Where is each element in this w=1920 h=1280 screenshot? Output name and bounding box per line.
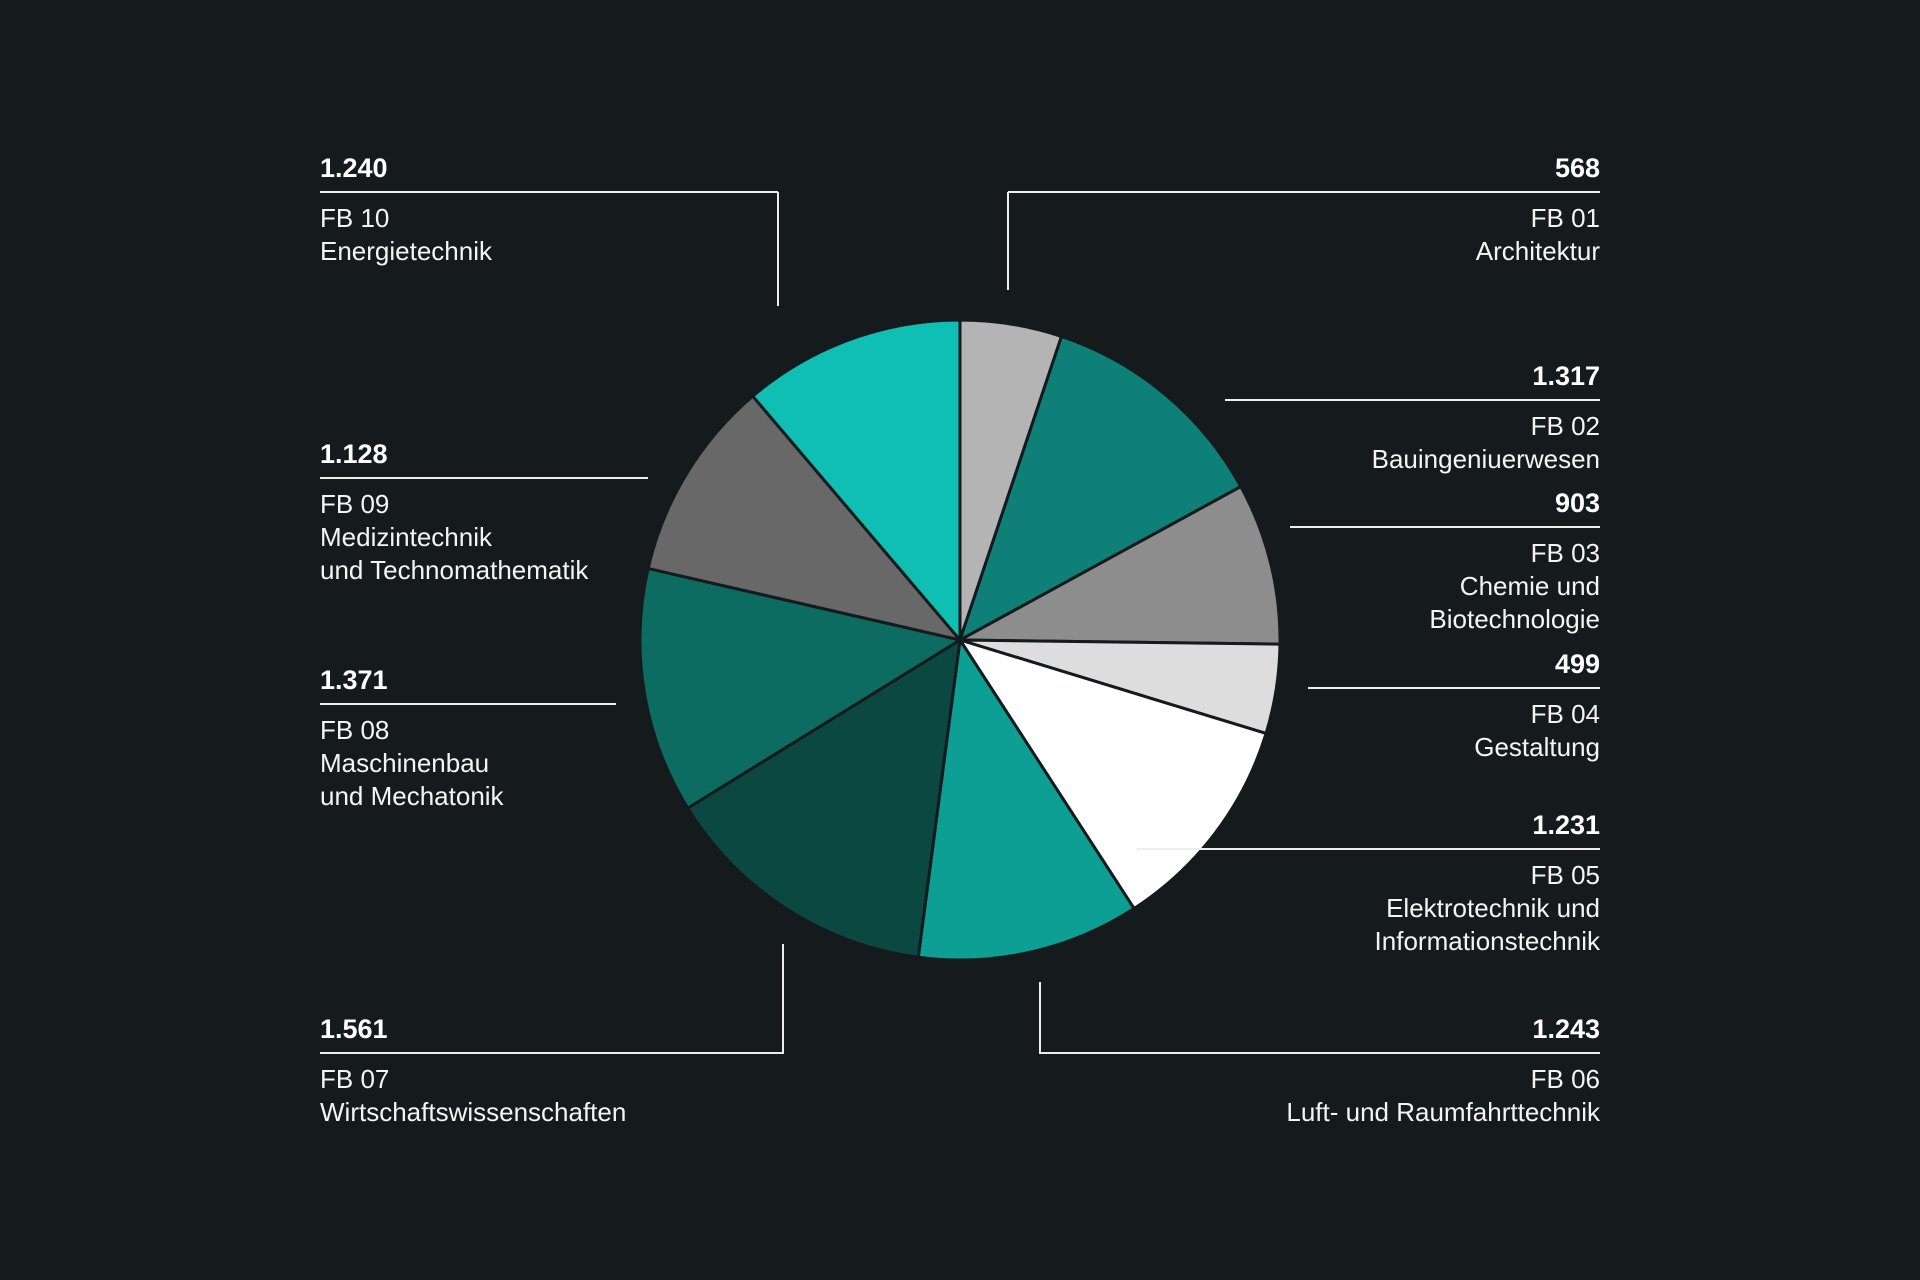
label-fb03-name: Chemie und [1459,571,1600,601]
label-fb06: 1.243 FB 06 Luft- und Raumfahrttechnik [1286,1013,1600,1129]
pie-slice-fb-09 [646,394,962,642]
label-fb04: 499 FB 04 Gestaltung [1474,648,1600,764]
connector-line-fb09 [320,477,648,479]
pie-slice-fb-06 [916,638,1136,962]
label-fb08-name-2: und Mechatonik [320,781,504,811]
connector-line-fb03 [1290,526,1600,528]
label-fb05-name: Elektrotechnik und [1386,893,1600,923]
label-fb02: 1.317 FB 02 Bauingeniuerwesen [1372,360,1600,476]
label-fb03-code: FB 03 [1530,538,1600,568]
label-fb07: 1.561 FB 07 Wirtschaftswissenschaften [320,1013,626,1129]
label-fb09-name-2: und Technomathematik [320,555,589,585]
label-fb06-value: 1.243 [1532,1014,1600,1044]
pie-slice-fb-02 [958,335,1243,642]
connector-line-fb10 [320,191,778,193]
label-fb05-name-2: Informationstechnik [1374,926,1600,956]
label-fb10-name: Energietechnik [320,236,492,266]
label-fb06-name: Luft- und Raumfahrttechnik [1286,1097,1600,1127]
connector-line-fb07 [320,1052,783,1054]
label-fb06-code: FB 06 [1530,1064,1600,1094]
label-fb02-name: Bauingeniuerwesen [1371,444,1600,474]
label-fb05: 1.231 FB 05 Elektrotechnik und Informati… [1375,809,1600,958]
label-fb02-code: FB 02 [1530,411,1600,441]
label-fb07-name: Wirtschaftswissenschaften [320,1097,627,1127]
connector-elbow-fb07 [782,944,784,1054]
label-fb09-name: Medizintechnik [320,522,492,552]
label-fb01: 568 FB 01 Architektur [1476,152,1600,268]
label-fb05-code: FB 05 [1530,860,1600,890]
pie-slice-fb-03 [958,485,1282,646]
connector-line-fb08 [320,703,616,705]
label-fb03-name-2: Biotechnologie [1429,604,1600,634]
label-fb07-code: FB 07 [320,1064,390,1094]
pie-slice-fb-10 [751,318,962,642]
connector-line-fb04 [1308,687,1600,689]
connector-line-fb05 [1137,848,1600,850]
pie-chart [638,318,1282,962]
label-fb08-value: 1.371 [320,665,388,695]
pie-slice-fb-08 [638,566,962,810]
connector-line-fb06 [1040,1052,1600,1054]
label-fb10: 1.240 FB 10 Energietechnik [320,152,492,268]
label-fb07-value: 1.561 [320,1014,388,1044]
label-fb09-code: FB 09 [320,489,390,519]
connector-line-fb02 [1225,399,1600,401]
connector-elbow-fb01 [1007,192,1009,290]
label-fb01-name: Architektur [1475,236,1600,266]
label-fb09: 1.128 FB 09 Medizintechnik und Technomat… [320,438,588,587]
label-fb09-value: 1.128 [320,439,388,469]
label-fb08-code: FB 08 [320,715,390,745]
label-fb04-code: FB 04 [1530,699,1600,729]
pie-slice-fb-05 [958,638,1268,911]
label-fb02-value: 1.317 [1532,361,1600,391]
label-fb01-value: 568 [1554,153,1600,183]
label-fb05-value: 1.231 [1532,810,1600,840]
pie-slice-fb-07 [686,638,962,959]
connector-elbow-fb10 [777,192,779,306]
label-fb10-value: 1.240 [320,153,388,183]
label-fb04-value: 499 [1554,649,1600,679]
label-fb01-code: FB 01 [1530,203,1600,233]
connector-line-fb01 [1008,191,1600,193]
label-fb08: 1.371 FB 08 Maschinenbau und Mechatonik [320,664,504,813]
label-fb03-value: 903 [1554,488,1600,518]
label-fb10-code: FB 10 [320,203,390,233]
connector-elbow-fb06 [1039,982,1041,1054]
label-fb04-name: Gestaltung [1474,732,1600,762]
label-fb03: 903 FB 03 Chemie und Biotechnologie [1429,487,1600,636]
label-fb08-name: Maschinenbau [320,748,490,778]
